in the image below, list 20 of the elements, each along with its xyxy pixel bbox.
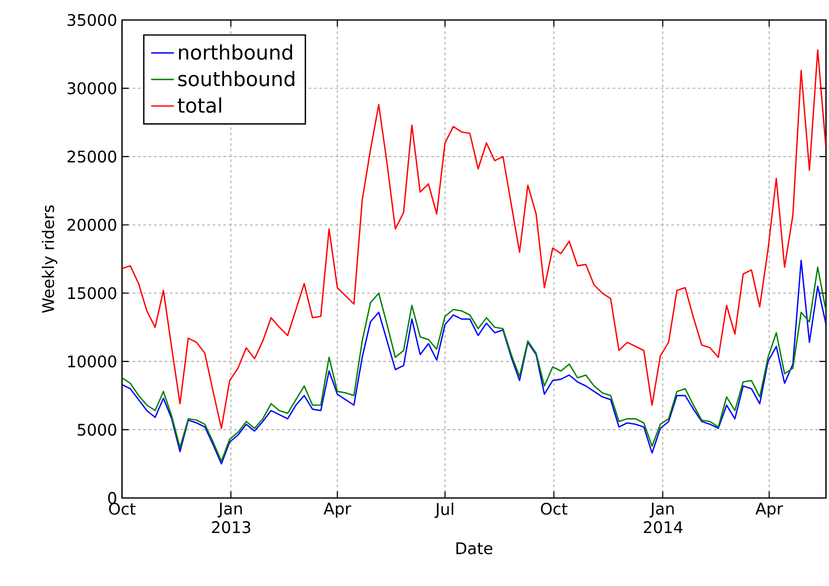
x-tick-label: Oct xyxy=(540,502,568,515)
x-tick-label: Apr xyxy=(324,502,352,518)
y-tick-label: 15000 xyxy=(68,287,116,300)
y-tick-label: 5000 xyxy=(78,424,116,436)
x-tick-label: Apr xyxy=(755,502,784,518)
y-tick-label: 20000 xyxy=(68,218,116,231)
y-tick-label: 30000 xyxy=(68,82,116,94)
legend-label: northbound xyxy=(179,44,292,60)
legend-label: southbound xyxy=(178,70,294,86)
y-axis-title: Weekly riders xyxy=(42,205,58,313)
x-tick-label: Jul xyxy=(434,502,454,518)
x-tick-label: Oct xyxy=(109,502,136,515)
y-tick-label: 0 xyxy=(108,492,116,504)
legend-label: total xyxy=(178,97,222,113)
y-tick-label: 25000 xyxy=(68,150,116,163)
x-tick-label: Jan 2014 xyxy=(644,502,683,534)
x-tick-label: Jan 2013 xyxy=(212,502,250,534)
y-tick-label: 35000 xyxy=(68,14,116,26)
x-axis-title: Date xyxy=(456,542,492,554)
y-tick-label: 10000 xyxy=(68,355,116,368)
